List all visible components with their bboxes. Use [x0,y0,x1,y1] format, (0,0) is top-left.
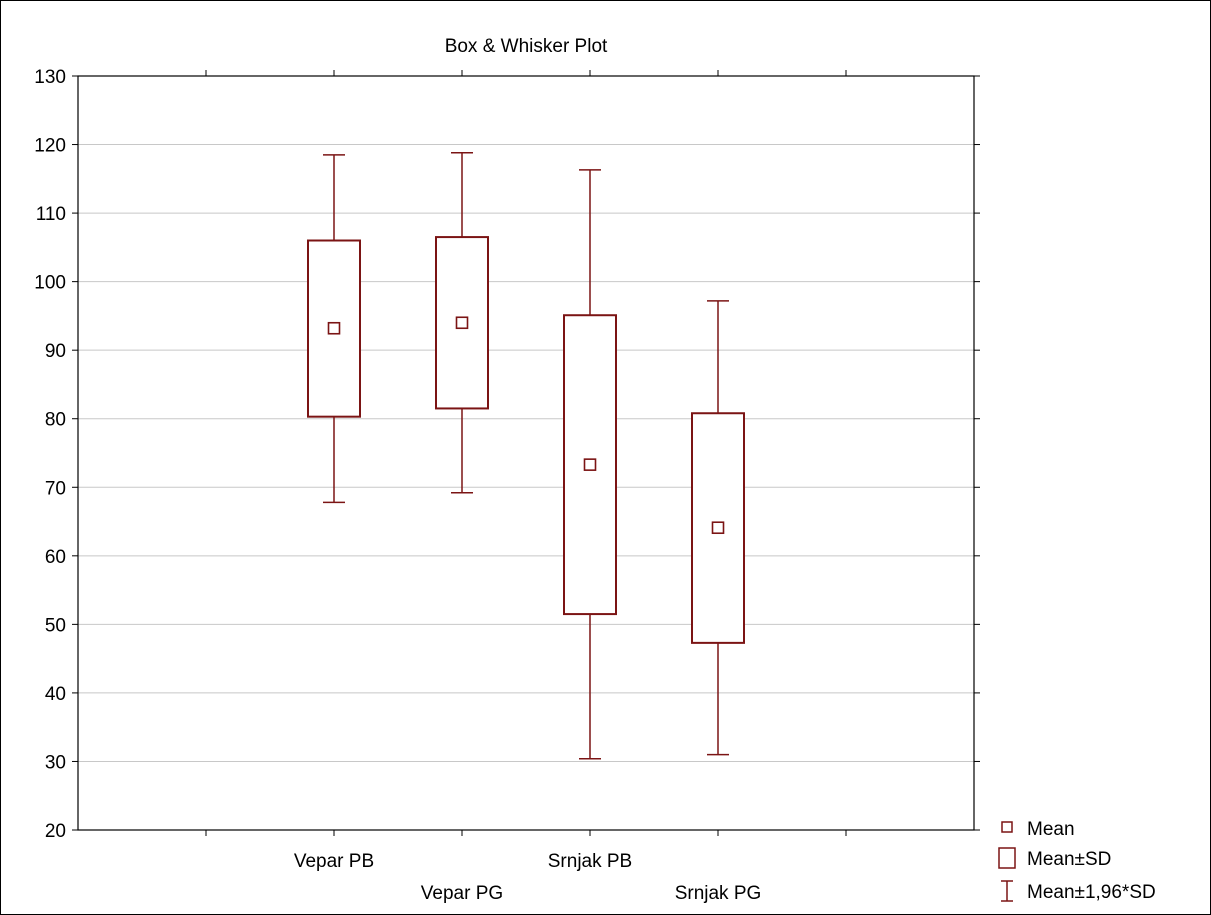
x-tick-label: Vepar PG [421,883,503,904]
y-tick-label: 70 [45,478,66,499]
legend-mean-marker [1001,821,1013,833]
boxes [307,152,745,760]
mean-marker [711,521,725,535]
legend: Mean Mean±SD Mean±1,96*SD [998,819,1156,903]
mean-marker [583,458,597,471]
x-tick-label: Srnjak PB [548,851,632,872]
mean-marker [455,316,469,330]
y-tick-label: 110 [36,204,66,225]
mean-marker [327,321,341,335]
y-tick-label: 60 [45,547,66,568]
box-group [435,152,489,494]
y-tick-label: 130 [34,67,66,88]
box-group [691,300,745,756]
y-axis: 20 30 40 50 60 70 80 90 100 110 120 130 [34,67,980,842]
y-tick-label: 50 [45,615,66,636]
x-tick-label: Srnjak PG [675,883,762,904]
y-tick-label: 20 [45,821,66,842]
chart-title: Box & Whisker Plot [445,36,608,57]
y-tick-label: 30 [45,752,66,773]
x-axis: Vepar PB Vepar PG Srnjak PB Srnjak PG [205,70,847,904]
y-tick-label: 90 [45,341,66,362]
legend-label-mean: Mean [1027,819,1075,840]
legend-label-196sd: Mean±1,96*SD [1027,882,1156,903]
box-group [563,169,617,760]
legend-label-sd: Mean±SD [1027,849,1111,870]
x-tick-label: Vepar PB [294,851,374,872]
y-tick-label: 80 [45,410,66,431]
legend-sd-box [998,847,1016,869]
y-tick-label: 100 [34,273,66,294]
box-group [307,154,361,504]
plot-area [77,75,975,831]
gridlines [78,144,974,762]
y-tick-label: 120 [34,136,66,157]
y-tick-label: 40 [45,684,66,705]
